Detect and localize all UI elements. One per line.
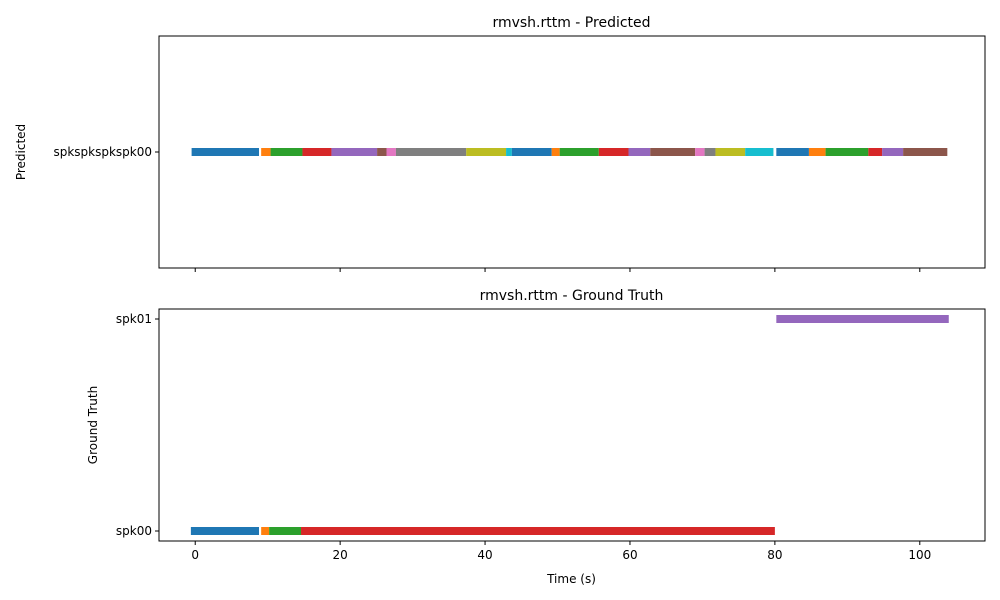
predicted-segment-3 bbox=[302, 148, 332, 156]
ground-truth-ytick-label-0: spk00 bbox=[116, 524, 152, 538]
predicted-segment-16 bbox=[695, 148, 705, 156]
predicted-segment-12 bbox=[559, 148, 599, 156]
ground-truth-xtick-label-2: 40 bbox=[477, 548, 492, 562]
ground-truth-ytick-label-1: spk01 bbox=[116, 312, 152, 326]
predicted-segments bbox=[191, 148, 948, 156]
ground-truth-ylabel: Ground Truth bbox=[86, 386, 100, 464]
predicted-panel: rmvsh.rttm - Predicted Predicted spkspks… bbox=[14, 15, 986, 272]
predicted-yticks: spkspkspkspk00 bbox=[53, 145, 159, 159]
predicted-title: rmvsh.rttm - Predicted bbox=[492, 15, 650, 31]
predicted-segment-18 bbox=[715, 148, 746, 156]
predicted-segment-21 bbox=[808, 148, 826, 156]
ground-truth-xtick-label-4: 80 bbox=[767, 548, 782, 562]
ground-truth-yticks: spk00 spk01 bbox=[116, 312, 159, 538]
ground-truth-segment-4 bbox=[776, 315, 949, 323]
predicted-segment-9 bbox=[506, 148, 512, 156]
ground-truth-xtick-label-5: 100 bbox=[908, 548, 931, 562]
predicted-segment-11 bbox=[551, 148, 560, 156]
ground-truth-xtick-label-0: 0 bbox=[191, 548, 199, 562]
predicted-segment-23 bbox=[868, 148, 883, 156]
predicted-segment-19 bbox=[745, 148, 774, 156]
predicted-segment-17 bbox=[704, 148, 716, 156]
predicted-segment-14 bbox=[628, 148, 651, 156]
predicted-segment-10 bbox=[511, 148, 552, 156]
ground-truth-segments bbox=[190, 315, 949, 535]
ground-truth-segment-0 bbox=[190, 527, 259, 535]
ground-truth-segment-2 bbox=[269, 527, 302, 535]
predicted-segment-4 bbox=[331, 148, 378, 156]
ground-truth-title: rmvsh.rttm - Ground Truth bbox=[480, 288, 664, 304]
predicted-segment-24 bbox=[882, 148, 904, 156]
ground-truth-segment-3 bbox=[301, 527, 775, 535]
predicted-segment-5 bbox=[377, 148, 387, 156]
predicted-axes-frame bbox=[158, 35, 986, 269]
predicted-segment-22 bbox=[825, 148, 869, 156]
ground-truth-xtick-label-3: 60 bbox=[622, 548, 637, 562]
ground-truth-segment-1 bbox=[261, 527, 270, 535]
ground-truth-xticks: 0 20 40 60 80 100 bbox=[191, 541, 931, 562]
ground-truth-xtick-label-1: 20 bbox=[332, 548, 347, 562]
predicted-segment-0 bbox=[191, 148, 259, 156]
ground-truth-axes-frame bbox=[158, 308, 986, 542]
ground-truth-xlabel: Time (s) bbox=[546, 572, 596, 586]
predicted-xticks bbox=[194, 268, 921, 272]
predicted-segment-2 bbox=[270, 148, 303, 156]
predicted-segment-7 bbox=[395, 148, 467, 156]
ground-truth-panel: rmvsh.rttm - Ground Truth Ground Truth s… bbox=[86, 288, 986, 586]
predicted-segment-6 bbox=[386, 148, 396, 156]
predicted-segment-8 bbox=[466, 148, 507, 156]
predicted-segment-20 bbox=[776, 148, 809, 156]
predicted-ytick-label-0: spkspkspkspk00 bbox=[53, 145, 152, 159]
predicted-ylabel: Predicted bbox=[14, 124, 28, 180]
predicted-segment-15 bbox=[650, 148, 696, 156]
predicted-segment-25 bbox=[903, 148, 948, 156]
predicted-segment-1 bbox=[261, 148, 271, 156]
predicted-segment-13 bbox=[598, 148, 629, 156]
